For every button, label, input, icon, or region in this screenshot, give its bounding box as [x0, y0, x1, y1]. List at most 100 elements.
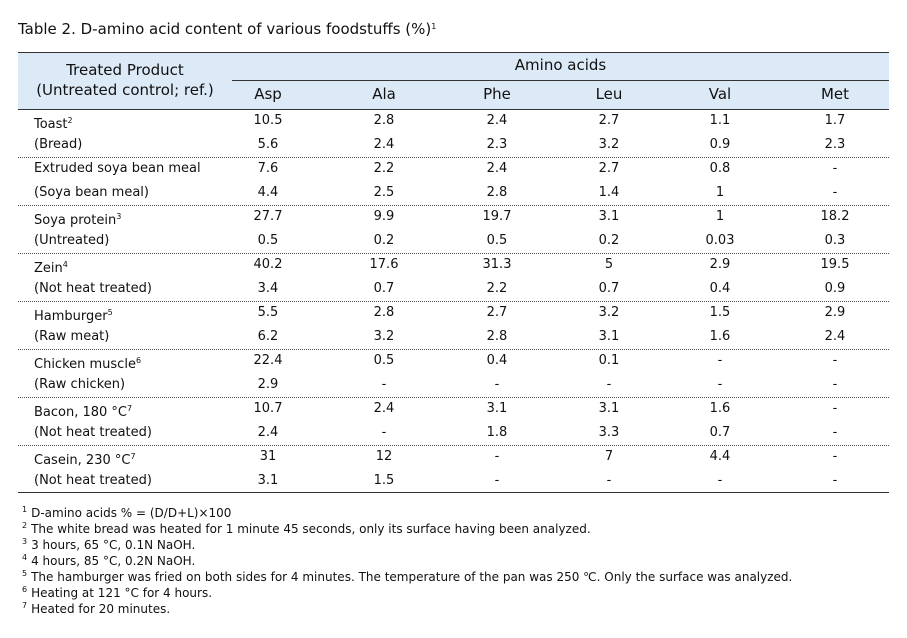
- label-text: (Not heat treated): [34, 281, 152, 296]
- cell: 3.1: [257, 473, 279, 488]
- column-header: Asp: [254, 85, 282, 103]
- footnote-text: The white bread was heated for 1 minute …: [31, 522, 591, 536]
- footnote: 2 The white bread was heated for 1 minute…: [22, 521, 591, 536]
- footnote-text: Heating at 121 °C for 4 hours.: [31, 586, 213, 600]
- superscript: 6: [135, 356, 142, 365]
- label-text: (Untreated): [34, 233, 110, 248]
- cell: 1: [715, 185, 725, 200]
- cell: -: [717, 353, 723, 368]
- row-label: Casein, 230 °C7: [34, 445, 136, 473]
- cell: -: [381, 377, 387, 392]
- footnote-text: The hamburger was fried on both sides fo…: [31, 570, 793, 584]
- cell: 0.3: [824, 233, 846, 248]
- superscript: 2: [22, 521, 28, 530]
- cell: 18.2: [820, 209, 850, 224]
- cell: 1.5: [709, 305, 731, 320]
- row-label: (Not heat treated): [34, 469, 152, 493]
- cell: -: [717, 473, 723, 488]
- cell: 2.2: [486, 281, 508, 296]
- footnote-text: Heated for 20 minutes.: [31, 602, 171, 616]
- column-header: Phe: [483, 85, 511, 103]
- cell: 1: [715, 209, 725, 224]
- superscript: 6: [22, 585, 28, 594]
- cell: 19.7: [482, 209, 512, 224]
- column-header: Met: [820, 85, 850, 103]
- cell: 4.4: [257, 185, 279, 200]
- cell: 17.6: [369, 257, 399, 272]
- label-text: Zein: [34, 261, 63, 276]
- cell: 2.8: [373, 305, 395, 320]
- cell: -: [494, 449, 500, 464]
- row-label: Soya protein3: [34, 205, 121, 233]
- cell: 10.5: [253, 113, 283, 128]
- row-label: (Raw meat): [34, 325, 109, 349]
- label-text: Chicken muscle: [34, 357, 136, 372]
- cell: 3.2: [373, 329, 395, 344]
- header-group: Amino acids: [514, 56, 607, 74]
- cell: 2.9: [257, 377, 279, 392]
- cell: 0.5: [257, 233, 279, 248]
- cell: -: [832, 353, 838, 368]
- superscript: 3: [116, 212, 122, 221]
- cell: 2.4: [257, 425, 279, 440]
- row-divider: [18, 397, 889, 398]
- superscript: 5: [22, 569, 28, 578]
- cell: -: [832, 473, 838, 488]
- footnote: 6 Heating at 121 °C for 4 hours.: [22, 585, 212, 600]
- row-divider: [18, 445, 889, 446]
- cell: 3.1: [486, 401, 508, 416]
- cell: -: [381, 425, 387, 440]
- row-label: Extruded soya bean meal: [34, 157, 201, 181]
- title-text: Table 2. D-amino acid content of various…: [18, 20, 432, 38]
- cell: 4.4: [709, 449, 731, 464]
- row-divider: [18, 349, 889, 350]
- cell: 0.8: [709, 161, 731, 176]
- cell: 0.7: [373, 281, 395, 296]
- cell: 0.9: [824, 281, 846, 296]
- label-text: Casein, 230 °C: [34, 453, 131, 468]
- label-text: (Bread): [34, 137, 83, 152]
- cell: 0.5: [373, 353, 395, 368]
- footnote-text: D-amino acids % = (D/D+L)×100: [31, 506, 232, 520]
- row-divider: [18, 157, 889, 158]
- row-label: Chicken muscle6: [34, 349, 141, 377]
- cell: 0.7: [598, 281, 620, 296]
- column-header: Ala: [372, 85, 396, 103]
- header-band: [18, 52, 889, 110]
- cell: 3.1: [598, 401, 620, 416]
- row-divider: [18, 301, 889, 302]
- column-header: Leu: [595, 85, 623, 103]
- cell: 9.9: [373, 209, 395, 224]
- cell: -: [606, 377, 612, 392]
- cell: -: [832, 425, 838, 440]
- cell: -: [832, 449, 838, 464]
- superscript: 4: [22, 553, 28, 562]
- product-header: Treated Product (Untreated control; ref.): [18, 60, 232, 100]
- cell: 12: [375, 449, 393, 464]
- row-divider: [18, 205, 889, 206]
- cell: 2.9: [709, 257, 731, 272]
- cell: 2.7: [598, 113, 620, 128]
- label-text: (Soya bean meal): [34, 185, 149, 200]
- cell: 31.3: [482, 257, 512, 272]
- cell: 0.5: [486, 233, 508, 248]
- cell: 2.3: [486, 137, 508, 152]
- cell: 10.7: [253, 401, 283, 416]
- cell: -: [832, 377, 838, 392]
- cell: 1.8: [486, 425, 508, 440]
- cell: -: [832, 185, 838, 200]
- label-text: (Raw chicken): [34, 377, 126, 392]
- row-label: (Raw chicken): [34, 373, 125, 397]
- cell: 3.2: [598, 137, 620, 152]
- header-rule: [232, 80, 889, 81]
- footnote: 5 The hamburger was fried on both sides f…: [22, 569, 792, 584]
- cell: 3.1: [598, 209, 620, 224]
- bottom-rule: [18, 492, 889, 493]
- cell: 0.9: [709, 137, 731, 152]
- cell: 2.5: [373, 185, 395, 200]
- cell: 7: [604, 449, 614, 464]
- cell: 2.4: [486, 113, 508, 128]
- cell: 7.6: [257, 161, 279, 176]
